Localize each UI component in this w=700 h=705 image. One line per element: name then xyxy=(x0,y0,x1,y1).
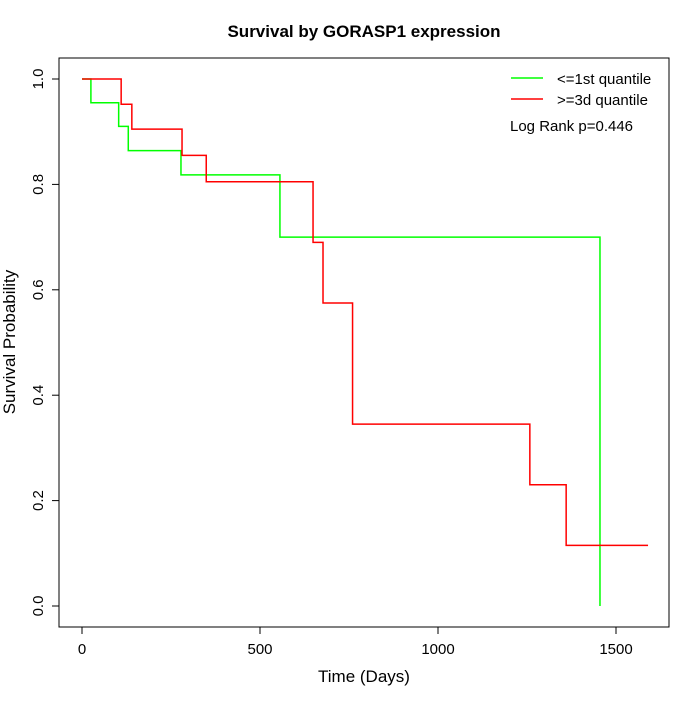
x-axis-label: Time (Days) xyxy=(318,667,410,686)
x-tick-label: 1000 xyxy=(421,641,454,658)
legend: <=1st quantile >=3d quantile Log Rank p=… xyxy=(510,71,651,135)
x-tick-label: 0 xyxy=(78,641,86,658)
x-tick-label: 1500 xyxy=(599,641,632,658)
x-tick-label: 500 xyxy=(247,641,272,658)
y-tick-label: 1.0 xyxy=(30,69,47,90)
log-rank-annotation: Log Rank p=0.446 xyxy=(510,118,633,135)
series-group xyxy=(82,78,649,606)
chart-title: Survival by GORASP1 expression xyxy=(227,22,500,41)
y-tick-label: 0.0 xyxy=(30,596,47,617)
y-tick-label: 0.2 xyxy=(30,490,47,511)
y-tick-label: 0.6 xyxy=(30,279,47,300)
legend-label-0: <=1st quantile xyxy=(557,71,651,88)
y-axis-label: Survival Probability xyxy=(0,269,19,414)
y-tick-label: 0.4 xyxy=(30,385,47,406)
y-axis: 0.0 0.2 0.4 0.6 0.8 1.0 xyxy=(30,69,60,617)
survival-curve-1 xyxy=(82,78,649,547)
x-axis: 0 500 1000 1500 xyxy=(78,626,633,658)
legend-label-1: >=3d quantile xyxy=(557,92,648,109)
y-tick-label: 0.8 xyxy=(30,174,47,195)
survival-curve-0 xyxy=(82,78,601,606)
plot-frame xyxy=(58,57,670,628)
